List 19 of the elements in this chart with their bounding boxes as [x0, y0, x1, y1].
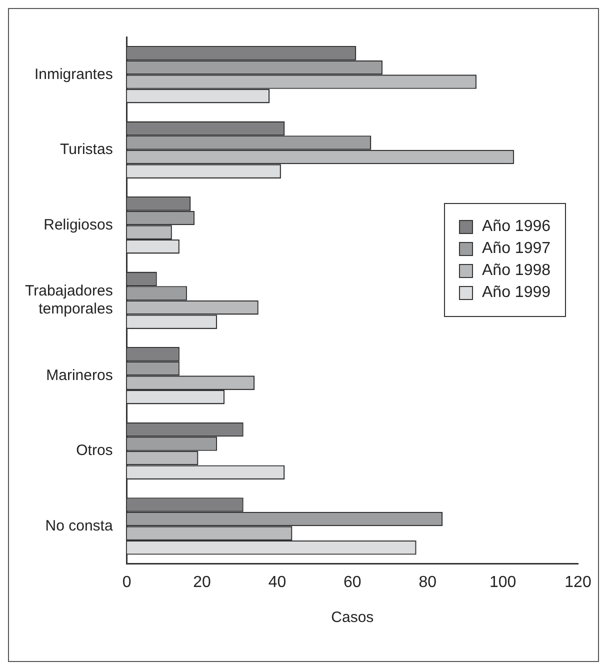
x-tick-label: 120 [564, 574, 592, 591]
x-axis-title: Casos [331, 609, 374, 626]
y-tick-label: Trabajadores temporales [24, 282, 113, 318]
y-tick-label: Marineros [46, 366, 113, 384]
y-tick-label: Otros [76, 442, 113, 460]
x-tick-label: 20 [193, 574, 212, 591]
legend-label: Año 1998 [482, 262, 551, 280]
legend-label: Año 1996 [482, 218, 551, 236]
x-tick-label: 40 [268, 574, 286, 591]
legend-label: Año 1999 [482, 284, 551, 302]
y-tick-label: Religiosos [44, 216, 113, 234]
x-tick-label: 80 [418, 574, 437, 591]
x-tick-label: 60 [344, 574, 362, 591]
x-tick-label: 0 [122, 574, 132, 591]
y-tick-label: Turistas [60, 141, 113, 158]
legend-label: Año 1997 [482, 240, 551, 258]
x-tick-label: 100 [489, 574, 516, 591]
y-tick-label: Inmigrantes [34, 66, 113, 83]
y-tick-label: No consta [45, 517, 114, 534]
